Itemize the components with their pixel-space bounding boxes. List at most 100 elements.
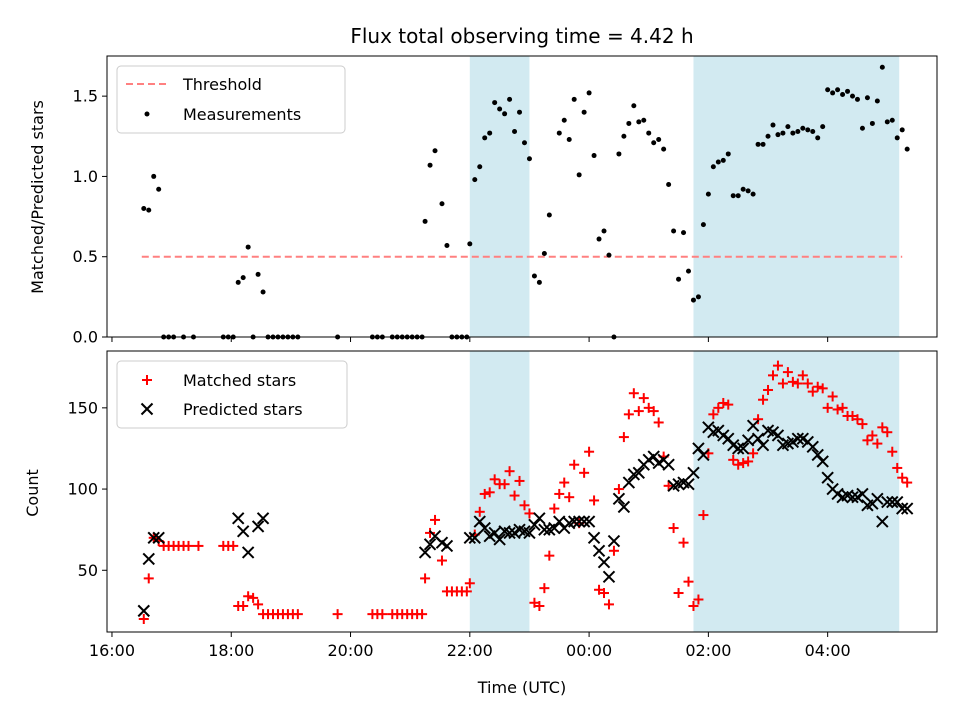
predicted-star-point [256,512,270,525]
measurement-point [775,132,781,138]
predicted-star-point [602,570,616,583]
predicted-star-point [503,526,516,540]
measurement-point [730,193,736,199]
measurement-point [581,109,587,115]
measurement-point [690,297,696,303]
matched-star-point [420,573,431,584]
measurement-point [676,276,682,282]
shaded-interval [693,351,900,632]
matched-star-point [183,540,194,551]
matched-star-point [852,414,863,425]
matched-star-point [698,510,709,521]
measurement-point [651,140,657,146]
matched-star-point [887,446,898,457]
matched-star-point [564,492,575,503]
matched-star-point [693,594,704,605]
measurement-point [830,90,836,96]
legend-label: Measurements [183,105,301,124]
matched-star-point [827,391,838,402]
measurement-point [725,151,731,157]
predicted-star-point [612,492,626,506]
measurement-point [586,90,592,96]
measurement-point [146,207,152,213]
matched-star-point [753,414,764,425]
predicted-star-point [891,495,904,509]
measurement-point [521,140,527,146]
matched-star-point [892,462,903,473]
measurement-point [245,244,251,250]
matched-star-point [758,394,769,405]
legend-box [116,65,346,134]
measurement-point [444,242,450,248]
predicted-star-point [647,450,660,463]
measurement-point [894,135,900,141]
matched-star-point [767,370,778,381]
predicted-star-point [473,515,486,528]
matched-star-point [733,459,744,470]
matched-star-point [792,378,803,389]
matched-star-point [748,448,759,459]
x-tick-label: 20:00 [327,641,373,660]
legend-label: Matched stars [183,371,296,390]
matched-star-point [292,609,303,620]
matched-star-point [772,360,783,371]
measurement-point [517,109,523,115]
measurement-point [800,125,806,131]
measurement-point [815,135,821,141]
measurement-point [240,275,246,281]
matched-star-point [584,446,595,457]
matched-star-point [559,477,570,488]
matched-star-point [377,609,388,620]
measurement-point [889,117,895,123]
x-tick-label: 18:00 [208,641,254,660]
predicted-star-point [756,439,770,452]
predicted-star-point [632,466,646,480]
matched-star-point [882,427,893,438]
measurement-point [720,157,726,163]
matched-star-point [663,480,674,491]
predicted-star-point [493,533,506,546]
matched-star-point [534,601,545,612]
matched-star-point [807,386,818,397]
measurement-point [621,133,627,139]
predicted-star-point [746,419,760,432]
matched-star-point [514,475,525,486]
matched-star-point [579,467,590,478]
measurement-point [825,87,831,93]
matched-star-point [688,601,699,612]
matched-star-point [618,432,629,443]
predicted-star-point [468,531,481,544]
x-tick-label: 16:00 [89,641,135,660]
matched-star-point [524,508,535,519]
measurement-point [576,172,582,178]
matched-star-point [519,500,530,511]
measurement-point [755,141,761,147]
measurement-point [710,164,716,170]
shaded-interval [693,56,900,337]
measurement-point [770,122,776,128]
matched-star-point [743,456,754,467]
predicted-star-point [806,440,819,454]
measurement-point [661,146,667,152]
axes-frame [106,55,938,338]
measurement-point [541,251,547,257]
predicted-star-point [567,515,581,528]
x-tick-label: 22:00 [447,641,493,660]
predicted-star-point [617,500,631,514]
measurement-point [260,289,266,295]
measurement-point [899,127,905,133]
measurement-point [874,98,880,104]
matched-star-point [138,614,149,625]
measurement-point [422,218,428,224]
predicted-star-point [592,544,606,557]
x-tick-label: 04:00 [805,641,851,660]
matched-star-point [857,419,868,430]
predicted-star-point [533,512,546,525]
matched-star-point [638,393,649,404]
predicted-star-point [528,518,541,532]
measurement-point [235,279,241,285]
measurement-point [566,136,572,142]
matched-star-point [633,406,644,417]
x-tick-label: 00:00 [566,641,612,660]
ratio-legend: Threshold Measurements [116,65,346,134]
